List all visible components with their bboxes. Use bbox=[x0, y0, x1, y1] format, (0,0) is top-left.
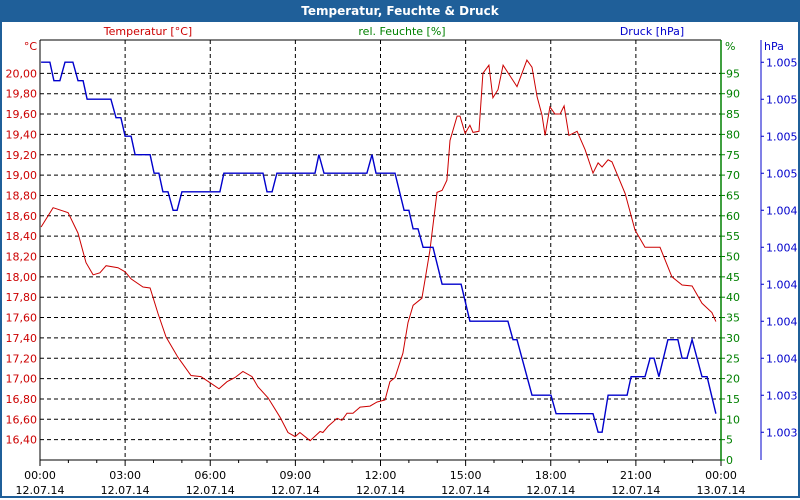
humidity-unit: % bbox=[725, 40, 735, 53]
humidity-axis-title: rel. Feuchte [%] bbox=[358, 25, 445, 38]
pressure-unit: hPa bbox=[764, 40, 784, 53]
x-tick-time: 12:00 bbox=[365, 469, 397, 482]
humidity-tick-label: 0 bbox=[726, 454, 733, 467]
temperature-tick-label: 16,40 bbox=[6, 434, 38, 447]
pressure-tick-label: 1.004 bbox=[766, 278, 798, 291]
pressure-tick-label: 1.003 bbox=[766, 389, 798, 402]
temperature-unit: °C bbox=[24, 40, 38, 53]
temperature-tick-label: 20,00 bbox=[6, 67, 38, 80]
pressure-tick-label: 1.004 bbox=[766, 315, 798, 328]
x-tick-date: 12.07.14 bbox=[271, 484, 320, 497]
x-tick-time: 18:00 bbox=[535, 469, 567, 482]
humidity-tick-label: 40 bbox=[726, 291, 740, 304]
humidity-tick-label: 20 bbox=[726, 373, 740, 386]
temperature-tick-label: 17,20 bbox=[6, 352, 38, 365]
temperature-series-line bbox=[40, 59, 717, 442]
axes: 9590858075706560555045403530252015105000… bbox=[6, 39, 798, 497]
temperature-tick-label: 18,80 bbox=[6, 189, 38, 202]
series bbox=[40, 59, 717, 442]
temperature-tick-label: 18,00 bbox=[6, 271, 38, 284]
pressure-tick-label: 1.004 bbox=[766, 241, 798, 254]
temperature-axis-title: Temperatur [°C] bbox=[103, 25, 192, 38]
pressure-tick-label: 1.005 bbox=[766, 167, 798, 180]
temperature-tick-label: 18,20 bbox=[6, 251, 38, 264]
humidity-tick-label: 75 bbox=[726, 149, 740, 162]
humidity-tick-label: 60 bbox=[726, 210, 740, 223]
x-tick-date: 12.07.14 bbox=[526, 484, 575, 497]
x-tick-date: 12.07.14 bbox=[101, 484, 150, 497]
pressure-tick-label: 1.005 bbox=[766, 56, 798, 69]
humidity-tick-label: 50 bbox=[726, 251, 740, 264]
humidity-tick-label: 70 bbox=[726, 169, 740, 182]
temperature-tick-label: 17,60 bbox=[6, 312, 38, 325]
x-tick-time: 06:00 bbox=[194, 469, 226, 482]
temperature-tick-label: 19,40 bbox=[6, 128, 38, 141]
pressure-tick-label: 1.004 bbox=[766, 204, 798, 217]
x-tick-time: 21:00 bbox=[620, 469, 652, 482]
x-tick-time: 09:00 bbox=[280, 469, 312, 482]
pressure-tick-label: 1.005 bbox=[766, 93, 798, 106]
humidity-tick-label: 55 bbox=[726, 230, 740, 243]
pressure-tick-label: 1.004 bbox=[766, 352, 798, 365]
humidity-tick-label: 25 bbox=[726, 352, 740, 365]
x-tick-time: 00:00 bbox=[705, 469, 737, 482]
x-tick-date: 12.07.14 bbox=[611, 484, 660, 497]
temperature-tick-label: 18,40 bbox=[6, 230, 38, 243]
temperature-tick-label: 17,00 bbox=[6, 373, 38, 386]
temperature-tick-label: 19,60 bbox=[6, 108, 38, 121]
x-tick-time: 03:00 bbox=[109, 469, 141, 482]
x-tick-date: 12.07.14 bbox=[16, 484, 65, 497]
temperature-tick-label: 16,60 bbox=[6, 413, 38, 426]
pressure-series-line bbox=[41, 61, 717, 433]
pressure-tick-label: 1.005 bbox=[766, 130, 798, 143]
humidity-tick-label: 10 bbox=[726, 413, 740, 426]
pressure-axis-title: Druck [hPa] bbox=[620, 25, 684, 38]
humidity-tick-label: 85 bbox=[726, 108, 740, 121]
x-tick-time: 00:00 bbox=[24, 469, 56, 482]
x-tick-time: 15:00 bbox=[450, 469, 482, 482]
humidity-tick-label: 95 bbox=[726, 67, 740, 80]
window-title: Temperatur, Feuchte & Druck bbox=[0, 0, 800, 22]
x-tick-date: 12.07.14 bbox=[441, 484, 490, 497]
humidity-tick-label: 90 bbox=[726, 88, 740, 101]
temperature-tick-label: 18,60 bbox=[6, 210, 38, 223]
humidity-tick-label: 80 bbox=[726, 128, 740, 141]
pressure-tick-label: 1.003 bbox=[766, 426, 798, 439]
temperature-tick-label: 17,80 bbox=[6, 291, 38, 304]
temperature-tick-label: 19,20 bbox=[6, 149, 38, 162]
temperature-tick-label: 19,80 bbox=[6, 88, 38, 101]
x-tick-date: 12.07.14 bbox=[356, 484, 405, 497]
temperature-tick-label: 19,00 bbox=[6, 169, 38, 182]
x-tick-date: 13.07.14 bbox=[697, 484, 746, 497]
x-tick-date: 12.07.14 bbox=[186, 484, 235, 497]
humidity-tick-label: 65 bbox=[726, 189, 740, 202]
grid bbox=[40, 40, 721, 460]
temperature-tick-label: 16,80 bbox=[6, 393, 38, 406]
humidity-tick-label: 30 bbox=[726, 332, 740, 345]
temperature-tick-label: 17,40 bbox=[6, 332, 38, 345]
humidity-tick-label: 45 bbox=[726, 271, 740, 284]
humidity-tick-label: 5 bbox=[726, 434, 733, 447]
humidity-tick-label: 35 bbox=[726, 312, 740, 325]
humidity-tick-label: 15 bbox=[726, 393, 740, 406]
